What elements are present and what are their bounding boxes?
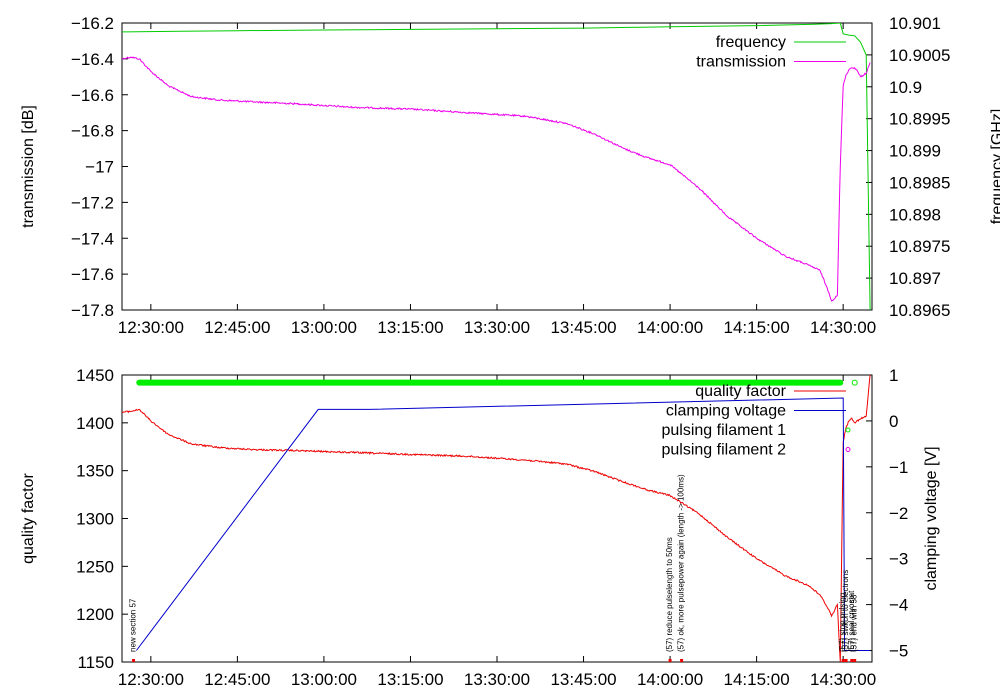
top-ytick-label: −17 (85, 158, 114, 177)
top-y2tick-label: 10.898 (889, 205, 941, 224)
annotation-label: (57) ok, more pulsepower again (length -… (677, 474, 686, 652)
bottom-ylabel: quality factor (20, 472, 37, 563)
bottom-legend-label: pulsing filament 1 (661, 422, 786, 439)
bottom-y2tick-label: −5 (889, 642, 908, 661)
top-xtick-label: 13:00:00 (291, 318, 357, 337)
bottom-series-pulsing-filament-1-point (851, 379, 858, 386)
top-ytick-label: −16.8 (71, 122, 114, 141)
bottom-ytick-label: 1350 (76, 462, 114, 481)
bottom-ytick-label: 1150 (77, 653, 114, 672)
bottom-xtick-label: 13:30:00 (464, 670, 530, 689)
top-xtick-label: 12:45:00 (204, 318, 270, 337)
top-y2tick-label: 10.8965 (889, 301, 950, 320)
top-ylabel: transmission [dB] (20, 105, 37, 228)
bottom-xtick-label: 14:15:00 (724, 670, 790, 689)
top-y2tick-label: 10.899 (889, 142, 941, 161)
bottom-series-quality-factor (122, 375, 871, 662)
annotation-label: (57) stop pulsing (838, 593, 847, 652)
bottom-xtick-label: 12:30:00 (118, 670, 184, 689)
top-xtick-label: 14:15:00 (724, 318, 790, 337)
top-y2tick-label: 10.897 (889, 269, 941, 288)
bottom-legend-label: quality factor (695, 383, 786, 400)
top-ytick-label: −16.4 (71, 50, 114, 69)
annotation-label: (57) reduce pulselength to 50ms (665, 537, 674, 652)
top-y2label: frequency [GHz] (989, 109, 1000, 225)
annotation-label: (57) end with 58 (850, 594, 859, 652)
bottom-legend-label: clamping voltage (666, 403, 786, 420)
top-ytick-label: −17.4 (71, 229, 114, 248)
bottom-plot-area: new section 57 (57) reduce pulselength to… (122, 375, 871, 662)
top-series-transmission (122, 56, 871, 302)
bottom-y2tick-label: 1 (889, 366, 898, 385)
top-ytick-label: −16.6 (71, 86, 114, 105)
top-ytick-label: −17.8 (71, 301, 114, 320)
bottom-y2tick-label: −1 (889, 458, 908, 477)
top-y2tick-label: 10.901 (889, 14, 941, 33)
top-xtick-label: 14:30:00 (810, 318, 876, 337)
bottom-xtick-label: 13:15:00 (377, 670, 443, 689)
bottom-xtick-label: 14:30:00 (810, 670, 876, 689)
top-panel: 12:30:00 12:45:00 13:00:00 13:15:00 13:30:00… (20, 14, 1000, 337)
bottom-ytick-label: 1450 (76, 366, 114, 385)
bottom-y2tick-label: −4 (889, 596, 908, 615)
bottom-panel: 12:30:00 12:45:00 13:00:00 13:15:00 13:30:00… (20, 366, 940, 689)
bottom-y2label: clamping voltage [V] (923, 446, 940, 590)
top-series-frequency (122, 23, 871, 310)
top-y2tick-label: 10.8995 (889, 110, 950, 129)
top-legend-label: transmission (696, 54, 786, 71)
top-y2tick-label: 10.9 (889, 78, 922, 97)
annotation-label: (57) switch to electrons (841, 570, 850, 652)
bottom-y2tick-label: 0 (889, 412, 898, 431)
bottom-y2tick-label: −2 (889, 504, 908, 523)
bottom-xtick-label: 14:00:00 (637, 670, 703, 689)
bottom-ytick-label: 1250 (76, 557, 114, 576)
top-xtick-label: 13:45:00 (550, 318, 616, 337)
bottom-ytick-label: 1400 (76, 414, 114, 433)
top-y2tick-label: 10.8975 (889, 237, 950, 256)
annotation-label: new section 57 (129, 598, 138, 652)
top-xtick-label: 14:00:00 (637, 318, 703, 337)
bottom-xtick-label: 12:45:00 (204, 670, 270, 689)
top-plot-area (122, 23, 871, 310)
top-xtick-label: 12:30:00 (118, 318, 184, 337)
top-ytick-label: −17.2 (71, 193, 114, 212)
top-y2tick-label: 10.8985 (889, 173, 950, 192)
top-ytick-label: −17.6 (71, 265, 114, 284)
bottom-legend-swatch (845, 447, 851, 452)
bottom-ytick-label: 1300 (76, 510, 114, 529)
top-ytick-label: −16.2 (71, 14, 114, 33)
bottom-y2tick-label: −3 (889, 550, 908, 569)
top-y2tick-label: 10.9005 (889, 46, 950, 65)
bottom-legend-swatch (845, 427, 851, 433)
bottom-series-clamping-voltage (136, 397, 871, 651)
top-xtick-label: 13:30:00 (464, 318, 530, 337)
top-legend-label: frequency (716, 34, 786, 51)
bottom-legend-label: pulsing filament 2 (661, 442, 786, 459)
bottom-xtick-label: 13:00:00 (291, 670, 357, 689)
bottom-xtick-label: 13:45:00 (550, 670, 616, 689)
bottom-ytick-label: 1200 (76, 605, 114, 624)
annotation-label: (57) seal cryostat (847, 590, 856, 652)
top-xtick-label: 13:15:00 (377, 318, 443, 337)
